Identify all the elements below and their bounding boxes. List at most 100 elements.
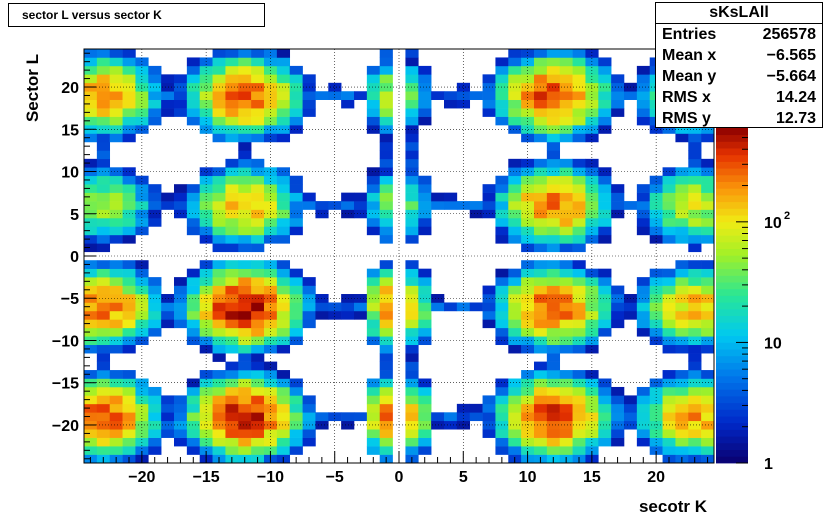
heatmap-cell — [546, 285, 561, 295]
heatmap-cell — [238, 175, 252, 185]
heatmap-cell — [688, 294, 702, 303]
heatmap-cell — [521, 192, 535, 202]
heatmap-cell — [225, 429, 239, 438]
heatmap-cell — [199, 82, 213, 92]
heatmap-cell — [289, 437, 303, 447]
heatmap-cell — [199, 395, 213, 405]
heatmap-cell — [559, 285, 573, 295]
heatmap-cell — [585, 412, 599, 422]
heatmap-cell — [508, 319, 522, 329]
heatmap-cell — [508, 395, 522, 405]
heatmap-cell — [431, 294, 445, 303]
heatmap-cell — [289, 395, 303, 405]
heatmap-cell — [84, 99, 98, 109]
colorbar-band — [716, 235, 748, 243]
heatmap-cell — [148, 82, 162, 92]
heatmap-cell — [559, 74, 573, 84]
heatmap-cell — [212, 412, 226, 422]
stats-key: Mean y — [662, 68, 717, 85]
colorbar-band — [716, 288, 748, 296]
heatmap-cell — [572, 184, 586, 193]
heatmap-cell — [109, 319, 123, 329]
heatmap-cell — [289, 327, 303, 337]
heatmap-cell — [662, 285, 676, 295]
heatmap-cell — [122, 201, 136, 210]
heatmap-cell — [109, 386, 123, 396]
heatmap-cell — [96, 125, 111, 134]
heatmap-cell — [418, 226, 432, 236]
heatmap-cell — [572, 201, 586, 210]
heatmap-cell — [495, 57, 509, 67]
colorbar-band — [716, 315, 748, 323]
heatmap-cell — [546, 108, 561, 117]
heatmap-cell — [122, 184, 136, 193]
heatmap-cell — [688, 277, 702, 286]
heatmap-cell — [585, 319, 599, 329]
heatmap-cell — [289, 302, 303, 312]
heatmap-cell — [559, 57, 573, 67]
heatmap-cell — [225, 234, 239, 244]
heatmap-cell — [572, 370, 586, 379]
x-tick-label: 5 — [459, 469, 468, 486]
heatmap-cell — [96, 353, 111, 362]
colorbar-band — [716, 362, 748, 370]
heatmap-cell — [559, 403, 573, 413]
stats-row-mean-y: Mean y −5.664 — [656, 66, 822, 87]
heatmap-cell — [405, 217, 419, 227]
heatmap-cell — [405, 133, 419, 143]
heatmap-cell — [251, 82, 265, 92]
heatmap-cell — [572, 437, 586, 447]
heatmap-cell — [405, 57, 419, 67]
heatmap-cell — [276, 446, 291, 455]
heatmap-cell — [366, 201, 381, 210]
heatmap-cell — [109, 285, 123, 295]
colorbar-band — [716, 382, 748, 390]
heatmap-cell — [418, 268, 432, 278]
heatmap-cell — [212, 192, 226, 202]
colorbar-tick-exponent: 2 — [784, 210, 790, 222]
heatmap-cell — [225, 285, 239, 295]
heatmap-cell — [186, 226, 201, 236]
heatmap-cell — [315, 294, 329, 303]
heatmap-cell — [379, 327, 393, 337]
heatmap-cell — [174, 285, 188, 295]
stats-box: sKsLAll Entries 256578 Mean x −6.565 Mean … — [655, 2, 823, 128]
heatmap-cell — [366, 437, 381, 447]
heatmap-cell — [546, 167, 561, 177]
heatmap-cell — [366, 167, 381, 177]
heatmap-cell — [431, 412, 445, 422]
heatmap-cell — [84, 91, 98, 100]
heatmap-cell — [701, 201, 715, 210]
heatmap-cell — [688, 125, 702, 134]
heatmap-cell — [276, 125, 291, 134]
heatmap-cell — [534, 234, 548, 244]
heatmap-cell — [225, 344, 239, 354]
heatmap-cell — [354, 201, 368, 210]
stats-row-mean-x: Mean x −6.565 — [656, 45, 822, 66]
heatmap-cell — [135, 74, 149, 84]
heatmap-cell — [675, 226, 689, 236]
heatmap-cell — [701, 370, 715, 379]
heatmap-cell — [636, 91, 651, 100]
heatmap-cell — [276, 217, 291, 227]
heatmap-cell — [624, 412, 638, 422]
heatmap-cell — [495, 302, 509, 312]
heatmap-cell — [418, 403, 432, 413]
heatmap-cell — [379, 234, 393, 244]
heatmap-cell — [174, 403, 188, 413]
heatmap-cell — [508, 57, 522, 67]
heatmap-cell — [186, 437, 201, 447]
y-tick-label: 5 — [70, 207, 79, 224]
heatmap-cell — [366, 82, 381, 92]
heatmap-cell — [688, 437, 702, 447]
heatmap-cell — [96, 99, 111, 109]
heatmap-cell — [469, 302, 483, 312]
heatmap-cell — [199, 310, 213, 320]
heatmap-cell — [122, 116, 136, 126]
heatmap-cell — [675, 327, 689, 337]
heatmap-cell — [366, 378, 381, 388]
heatmap-cell — [662, 192, 676, 202]
heatmap-cell — [302, 99, 316, 109]
heatmap-cell — [366, 420, 381, 430]
heatmap-cell — [238, 319, 252, 329]
